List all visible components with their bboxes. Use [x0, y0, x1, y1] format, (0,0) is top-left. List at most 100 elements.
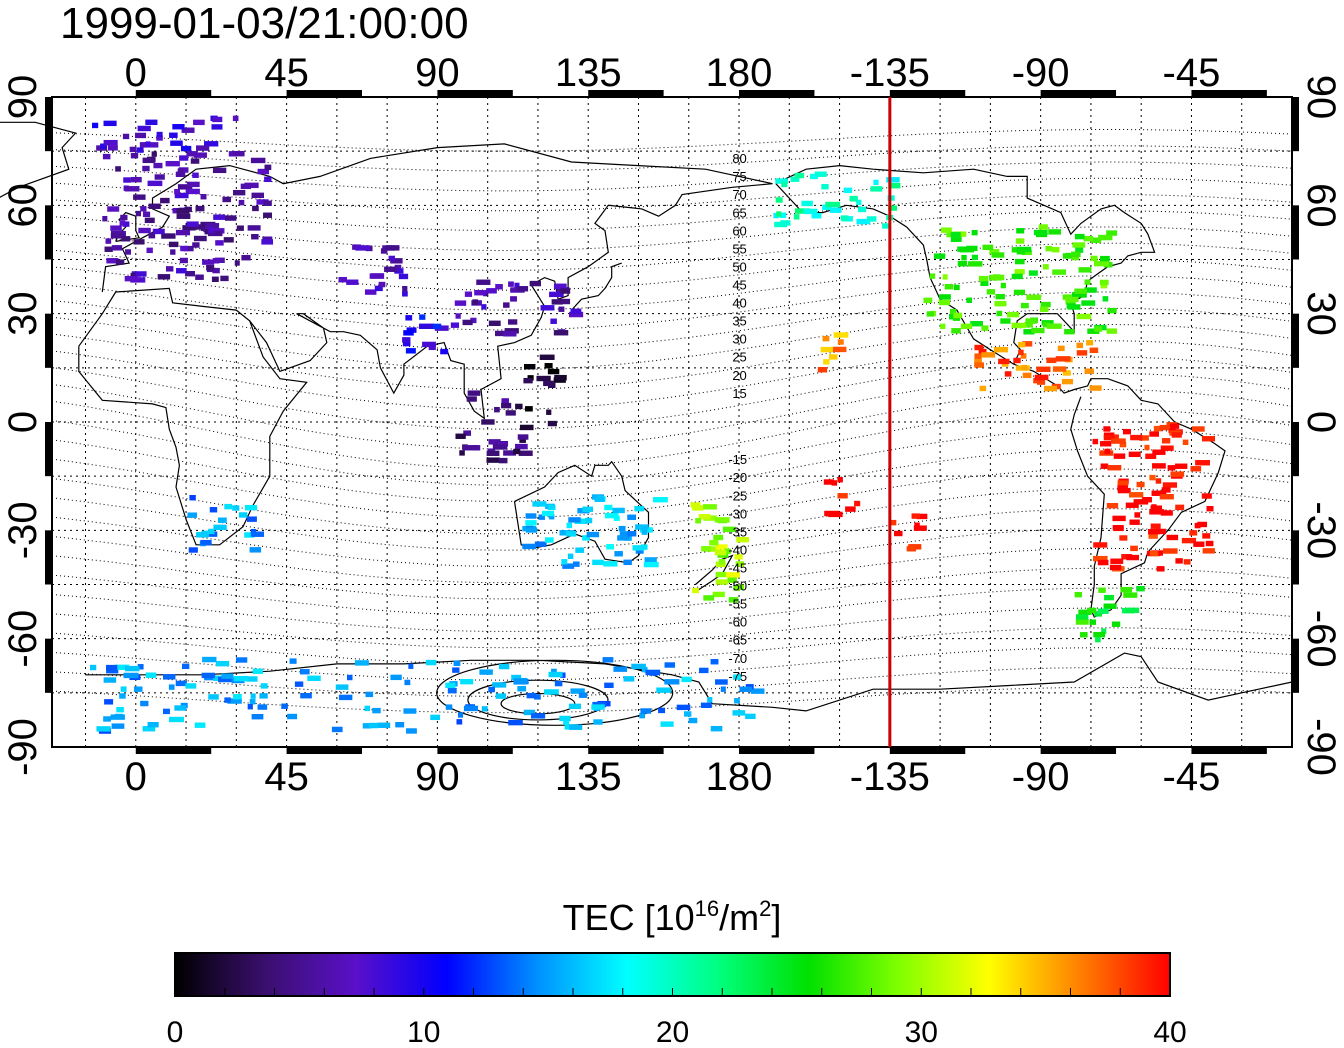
tec-data-cell [142, 165, 150, 172]
tec-data-cell [643, 561, 659, 568]
tec-data-cell [287, 713, 298, 720]
tec-data-cell [422, 341, 436, 348]
tec-data-cell [106, 258, 119, 264]
coastline [775, 164, 1156, 365]
tec-data-cell [1175, 558, 1183, 564]
tec-data-cell [186, 151, 198, 157]
tec-data-cell [950, 231, 961, 238]
lon-tick-bottom: -45 [1163, 755, 1221, 799]
tec-data-cell [1149, 431, 1160, 437]
tec-data-cell [1011, 273, 1023, 280]
tec-data-cell [408, 663, 414, 669]
lon-tick-top: -45 [1163, 51, 1221, 95]
tec-data-cell [894, 530, 903, 537]
tec-data-cell [888, 182, 901, 189]
colorbar-title-part: 16 [695, 896, 719, 921]
tec-data-cell [214, 257, 225, 264]
tec-data-cell [494, 330, 509, 337]
tec-data-cell [1022, 372, 1032, 379]
tec-data-cell [1033, 377, 1041, 384]
tec-data-cell [523, 377, 533, 384]
frame-bar-right [1292, 97, 1299, 152]
tec-data-cell [402, 291, 408, 297]
tec-data-cell [604, 512, 619, 519]
lat-tick-left: 30 [1, 291, 45, 336]
tec-data-cell [196, 145, 210, 151]
mag-lat-contour [51, 161, 1293, 192]
tec-data-cell [190, 224, 205, 230]
tec-data-cell [1031, 327, 1045, 334]
tec-data-cell [252, 668, 263, 674]
tec-data-cell [562, 563, 575, 569]
tec-data-cell [137, 125, 151, 132]
tec-data-cell [233, 693, 242, 700]
tec-data-cell [1098, 587, 1106, 593]
tec-data-cell [453, 660, 461, 666]
tec-data-cell [1011, 322, 1027, 329]
tec-data-cell [206, 264, 215, 271]
tec-data-cell [1083, 235, 1094, 242]
tec-data-cell [1106, 328, 1117, 334]
tec-data-cell [518, 450, 533, 456]
frame-bar-bottom [739, 747, 815, 754]
tec-data-cell [133, 239, 145, 245]
tec-data-cell [138, 227, 151, 234]
tec-data-cell [710, 659, 719, 665]
lat-tick-right: -30 [1299, 501, 1343, 559]
tec-data-cell [402, 337, 411, 343]
tec-data-cell [1109, 564, 1122, 571]
tec-data-cell [405, 348, 416, 354]
tec-data-cell [202, 259, 215, 265]
tec-data-cell [223, 237, 234, 243]
tec-data-cell [252, 205, 259, 212]
tec-data-cell [364, 705, 370, 712]
mag-lat-contour [51, 307, 1293, 371]
tec-data-cell [103, 716, 111, 722]
tec-data-cell [603, 561, 618, 567]
tec-data-cell [131, 271, 147, 277]
tec-data-cell [1075, 614, 1089, 620]
tec-data-cell [794, 172, 805, 179]
tec-data-cell [247, 225, 261, 231]
tec-data-cell [257, 168, 270, 175]
tec-data-cell [828, 511, 843, 518]
tec-data-cell [681, 676, 692, 683]
tec-data-cell [854, 500, 861, 507]
tec-data-cell [460, 678, 474, 685]
tec-data-cell [635, 524, 649, 530]
tec-data-cell [338, 276, 347, 283]
tec-data-cell [534, 541, 547, 547]
tec-data-cell [822, 204, 832, 210]
tec-data-cell [591, 704, 605, 710]
tec-data-cell [403, 708, 417, 714]
colorbar-title-part: 2 [759, 896, 771, 921]
tec-data-cell [233, 675, 249, 682]
tec-data-cell [939, 294, 951, 300]
tec-data-cell [163, 674, 176, 680]
tec-data-cell [139, 142, 147, 148]
tec-data-cell [169, 716, 184, 723]
tec-data-cell [374, 285, 383, 292]
tec-data-cell [578, 692, 588, 698]
contour-label: 35 [732, 314, 746, 329]
contour-label: -25 [728, 488, 747, 503]
tec-data-cell [1081, 300, 1096, 306]
tec-data-cell [1153, 425, 1163, 432]
tec-data-cell [974, 362, 985, 368]
lat-tick-right: 30 [1299, 291, 1343, 336]
tec-data-cell [966, 297, 973, 303]
tec-data-cell [641, 529, 648, 535]
tec-data-cell [1016, 249, 1026, 255]
contour-label: -40 [728, 542, 747, 557]
tec-data-cell [193, 235, 207, 242]
coastline [0, 121, 77, 198]
tec-data-cell [1021, 364, 1028, 371]
tec-data-cell [1125, 607, 1140, 614]
tec-data-cell [232, 115, 239, 122]
tec-data-cell [503, 450, 516, 456]
tec-data-cell [1013, 357, 1021, 364]
tec-data-cell [1000, 282, 1006, 289]
tec-data-cell [888, 205, 898, 211]
tec-data-cell [823, 359, 830, 365]
tec-data-cell [843, 187, 853, 194]
